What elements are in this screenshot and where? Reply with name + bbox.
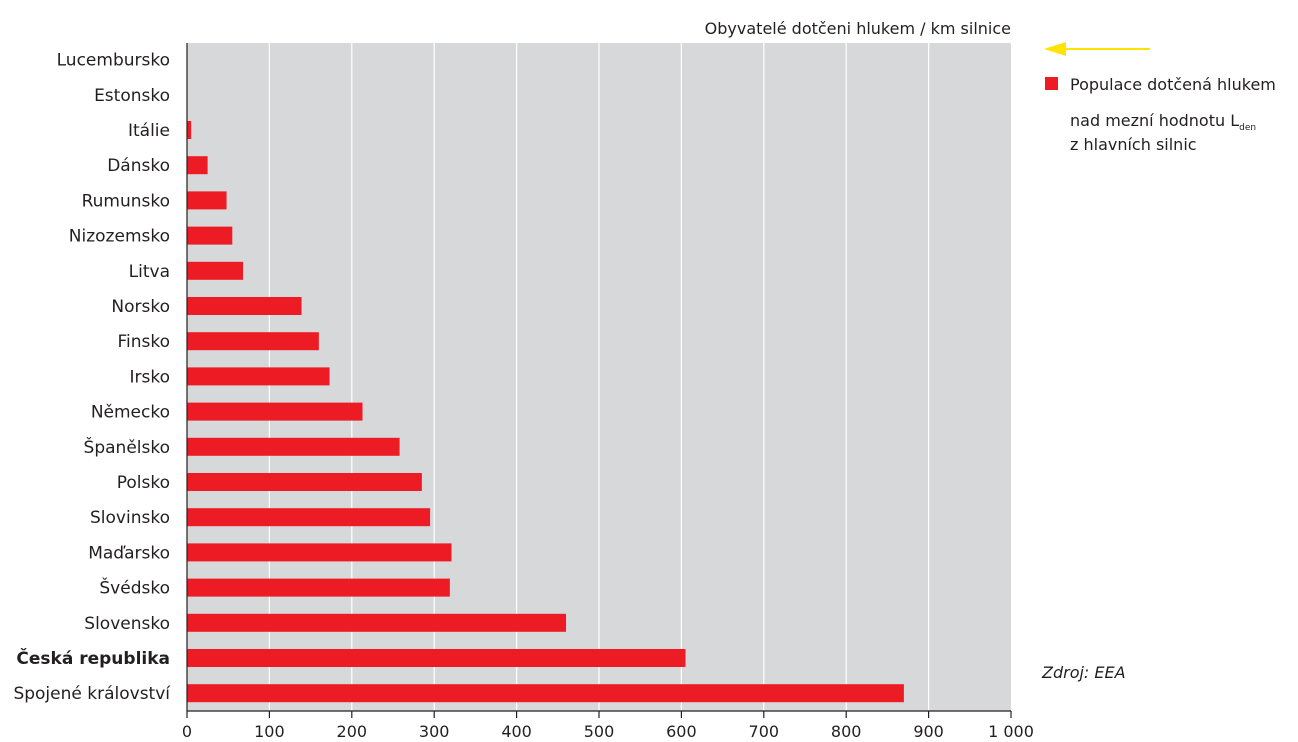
category-label: Španělsko [84,436,170,458]
x-axis-title: Obyvatelé dotčeni hlukem / km silnice [705,19,1011,38]
category-label: Spojené království [13,684,171,704]
x-tick-label: 1 000 [988,722,1034,741]
legend-label-line1: Populace dotčená hlukem [1070,75,1276,94]
x-tick-label: 0 [182,722,192,741]
category-label: Slovinsko [90,508,170,528]
x-tick-label: 100 [254,722,285,741]
category-label: Norsko [111,297,170,317]
x-tick-label: 800 [831,722,862,741]
legend-label-line2: nad mezní hodnotu Lden [1070,111,1256,133]
bar [187,191,227,210]
category-label: Litva [129,262,170,282]
source-note: Zdroj: EEA [1041,663,1126,682]
bar [187,226,233,245]
category-label: Nizozemsko [69,227,170,247]
bar [187,332,319,351]
bar [187,649,686,667]
category-labels: Lucembursko Estonsko Itálie Dánsko Rumunsko N… [13,51,171,705]
x-tick-label: 900 [913,722,944,741]
bar [187,297,302,315]
bar [187,367,330,386]
category-label: Dánsko [107,156,170,176]
category-label: Německo [91,403,170,423]
x-tick-label: 500 [584,722,615,741]
x-tick-label: 200 [337,722,368,741]
x-tick-label: 400 [501,722,532,741]
category-label: Polsko [117,473,170,493]
bar [187,121,192,139]
legend-label-line2-main: nad mezní hodnotu L [1070,111,1239,130]
legend: Populace dotčená hlukem nad mezní hodnot… [1044,42,1276,154]
grid-lines [268,43,930,711]
category-label: Estonsko [94,86,170,106]
bar [187,156,208,175]
legend-label-subscript: den [1239,123,1256,133]
x-tick-label: 700 [749,722,780,741]
x-axis-ticks [186,711,1012,718]
legend-label-line3: z hlavních silnic [1070,135,1197,154]
category-label: Finsko [117,332,170,352]
bar [187,261,244,280]
category-label: Slovensko [84,614,170,634]
category-label: Irsko [130,367,171,387]
bar [187,437,400,456]
category-label: Rumunsko [82,191,170,211]
bars [187,121,904,703]
category-label: Česká republika [16,647,170,669]
category-label: Maďarsko [88,543,170,563]
x-tick-label: 300 [419,722,450,741]
category-label: Lucembursko [57,51,170,71]
bar [187,578,450,597]
category-label: Švédsko [99,577,170,599]
x-tick-label: 600 [666,722,697,741]
bar [187,684,904,703]
category-label: Itálie [128,121,170,141]
bar [187,402,363,421]
bar [187,508,431,527]
bar [187,473,422,491]
legend-swatch [1045,77,1058,90]
bar [187,613,567,632]
bar [187,543,452,562]
arrow-left-icon [1044,42,1150,56]
x-axis-tick-labels: 0 100 200 300 400 500 600 700 800 900 1 000 [182,722,1034,741]
